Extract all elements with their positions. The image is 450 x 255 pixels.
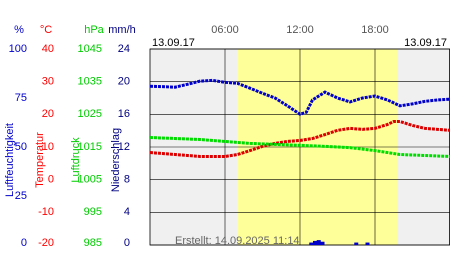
y-tick-label: 1025 xyxy=(78,108,102,120)
precip-bar xyxy=(354,242,359,245)
y-tick-label: 10 xyxy=(42,141,54,153)
y-tick-label: 50 xyxy=(15,141,27,153)
y-tick-label: 75 xyxy=(15,92,27,104)
y-tick-label: 16 xyxy=(118,108,130,120)
axis-unit: mm/h xyxy=(108,24,136,36)
date-left: 13.09.17 xyxy=(152,37,195,49)
series-line xyxy=(149,78,450,116)
precip-bar xyxy=(309,242,314,245)
precip-bar xyxy=(313,240,317,245)
footer: Erstellt: 14.09.2025 11:14 xyxy=(175,235,300,247)
y-tick-label: 995 xyxy=(84,206,102,218)
y-tick-label: 1045 xyxy=(78,43,102,55)
y-tick-label: 24 xyxy=(118,43,130,55)
y-tick-label: 40 xyxy=(42,43,54,55)
y-tick-label: 1035 xyxy=(78,76,102,88)
y-tick-label: 20 xyxy=(42,108,54,120)
y-tick-label: 20 xyxy=(118,76,130,88)
y-tick-label: 985 xyxy=(84,237,102,249)
x-tick-label: 06:00 xyxy=(211,24,239,36)
y-tick-label: 1015 xyxy=(78,141,102,153)
y-tick-label: -20 xyxy=(38,237,54,249)
axis-unit: % xyxy=(14,24,24,36)
y-tick-label: 0 xyxy=(48,174,54,186)
axis-unit: hPa xyxy=(84,24,104,36)
series-line xyxy=(149,120,450,158)
y-tick-label: 25 xyxy=(15,190,27,202)
axis-title: Luftfeuchtigkeit xyxy=(4,123,16,197)
y-tick-label: 4 xyxy=(124,206,130,218)
y-tick-label: 12 xyxy=(118,141,130,153)
y-tick-label: 1005 xyxy=(78,174,102,186)
precip-bar xyxy=(365,242,370,245)
axis-title: Luftdruck xyxy=(70,137,82,183)
y-tick-label: 0 xyxy=(124,237,130,249)
axis-title: Niederschlag xyxy=(110,128,122,192)
x-tick-label: 18:00 xyxy=(361,24,389,36)
y-tick-label: 8 xyxy=(124,174,130,186)
x-tick-label: 12:00 xyxy=(286,24,314,36)
y-tick-label: -10 xyxy=(38,206,54,218)
date-right: 13.09.17 xyxy=(404,37,447,49)
axis-title: Temperatur xyxy=(34,132,46,188)
precip-bar xyxy=(320,241,325,245)
axis-unit: °C xyxy=(40,24,52,36)
precip-bar xyxy=(316,240,321,245)
series-line xyxy=(149,136,450,158)
y-tick-label: 30 xyxy=(42,76,54,88)
y-tick-label: 0 xyxy=(21,237,27,249)
y-tick-label: 100 xyxy=(9,43,27,55)
